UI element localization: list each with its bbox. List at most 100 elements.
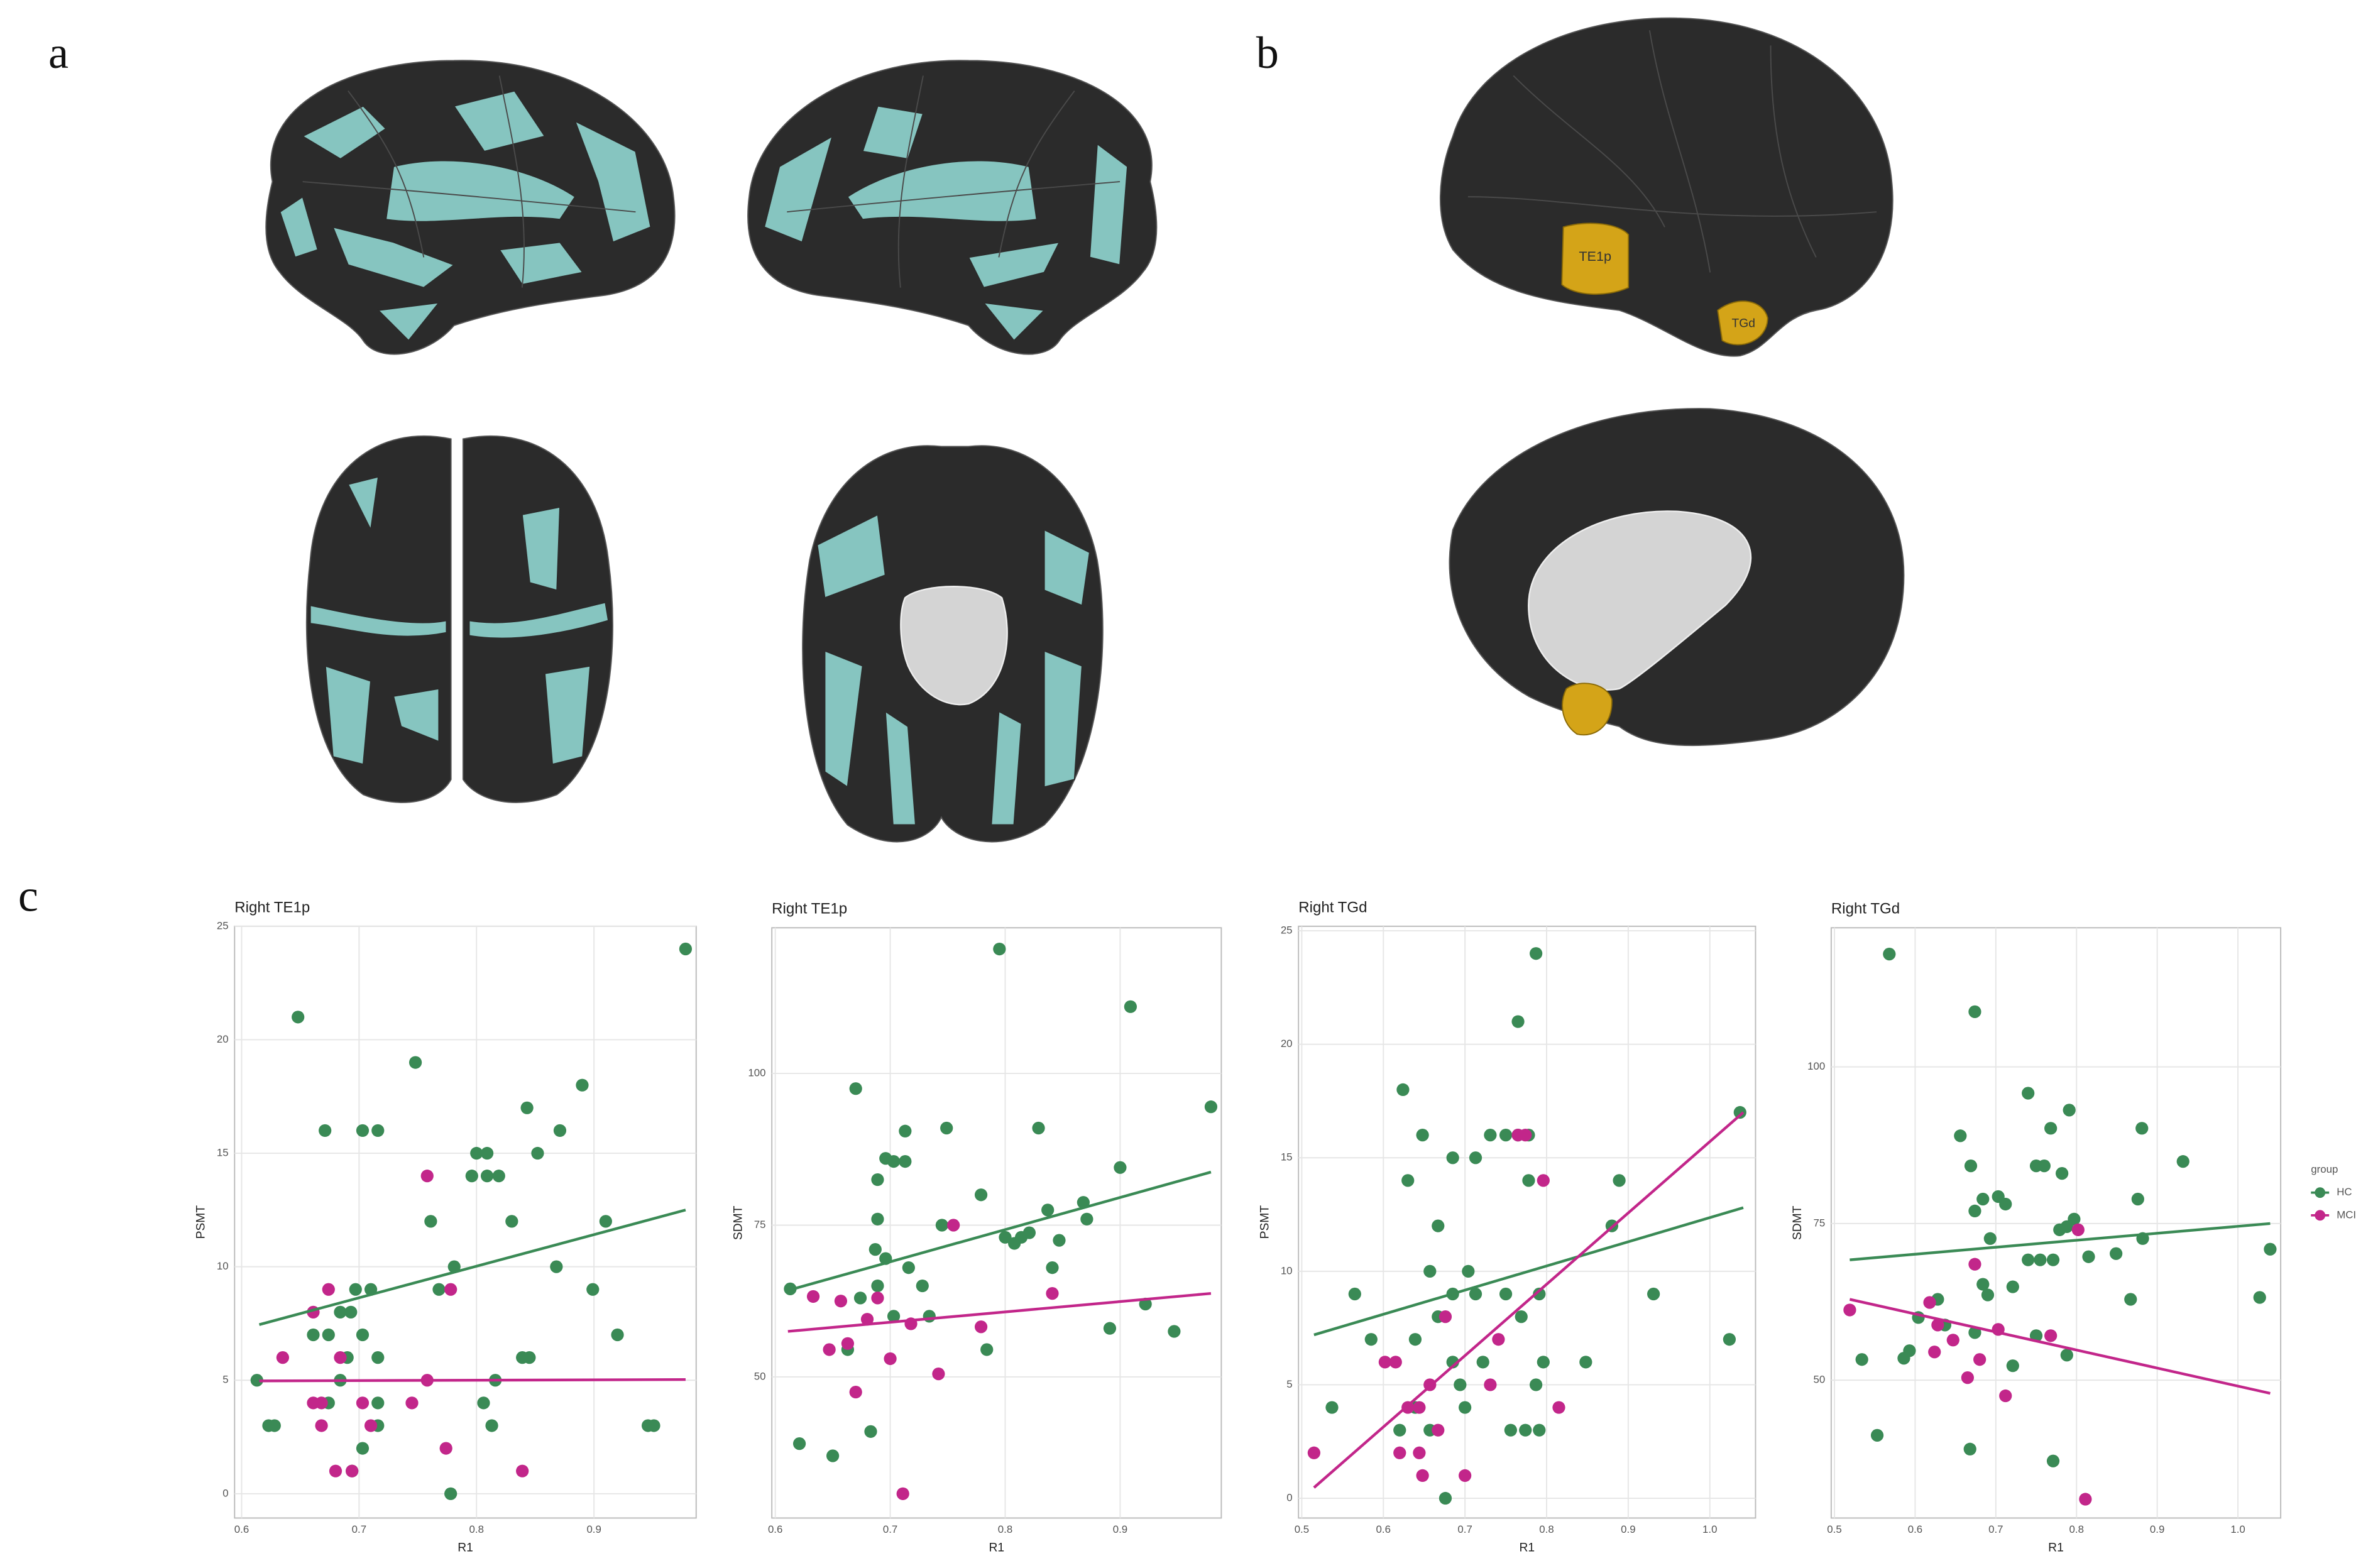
x-tick-label: 0.7 (352, 1523, 366, 1535)
point (1515, 1310, 1528, 1324)
point (322, 1283, 335, 1296)
y-tick-label: 25 (217, 919, 229, 931)
point (2037, 1160, 2051, 1173)
brain-lateral-left (265, 60, 676, 355)
point (1401, 1174, 1415, 1187)
point (1976, 1192, 1990, 1206)
point (356, 1396, 370, 1410)
chart-title: Right TE1p (772, 901, 847, 918)
panel-label: b (1256, 28, 1279, 78)
point (902, 1261, 915, 1275)
point (1168, 1325, 1181, 1338)
point (1114, 1161, 1127, 1174)
point (465, 1170, 478, 1183)
point (980, 1343, 994, 1356)
y-tick-label: 0 (222, 1487, 228, 1499)
point (1928, 1346, 1941, 1359)
point (1883, 948, 1896, 961)
point (1522, 1174, 1535, 1187)
point (550, 1260, 563, 1273)
point (1903, 1344, 1916, 1357)
x-axis-label: R1 (989, 1542, 1004, 1555)
point (2071, 1223, 2085, 1236)
point (477, 1396, 490, 1410)
point (2131, 1192, 2144, 1206)
point (1499, 1129, 1513, 1142)
point (1931, 1319, 1944, 1332)
point (346, 1464, 359, 1478)
point (2264, 1242, 2277, 1256)
point (1519, 1423, 1532, 1437)
x-tick-label: 0.9 (586, 1523, 601, 1535)
x-tick-label: 1.0 (1702, 1523, 1717, 1535)
x-tick-label: 0.6 (234, 1523, 249, 1535)
point (1307, 1446, 1320, 1459)
point (1439, 1491, 1452, 1505)
point (334, 1305, 347, 1319)
point (553, 1124, 567, 1138)
point (849, 1082, 862, 1095)
point (999, 1231, 1012, 1244)
y-tick-label: 5 (1286, 1378, 1292, 1390)
plot-area (234, 925, 697, 1519)
point (1533, 1287, 1546, 1301)
point (480, 1170, 494, 1183)
point (1396, 1083, 1410, 1097)
y-tick-label: 100 (1807, 1060, 1825, 1072)
x-axis-label: R1 (1520, 1542, 1535, 1555)
point (444, 1283, 458, 1296)
point (1378, 1356, 1391, 1369)
trend-line (259, 1378, 686, 1383)
point (869, 1243, 882, 1256)
point (1973, 1353, 1987, 1366)
point (2044, 1329, 2058, 1342)
point (2034, 1253, 2047, 1266)
brain-b-lateral: TE1p TGd (1440, 17, 1893, 357)
point (1408, 1333, 1422, 1346)
point (923, 1310, 936, 1323)
point (896, 1487, 909, 1500)
point (1041, 1203, 1055, 1217)
point (424, 1215, 437, 1228)
charts: 0.6 0.7 0.8 0.9 0 5 10 15 20 25 Right TE1p R1 PSMT 0.… (194, 899, 2356, 1554)
point (319, 1124, 332, 1138)
y-tick-label: 50 (754, 1370, 766, 1382)
point (268, 1419, 281, 1432)
point (899, 1124, 912, 1138)
brain-ventral (802, 445, 1104, 843)
point (531, 1146, 544, 1160)
x-tick-label: 0.8 (1539, 1523, 1554, 1535)
point (2053, 1223, 2066, 1236)
point (1053, 1234, 1066, 1247)
point (1530, 947, 1543, 960)
point (1022, 1226, 1036, 1239)
point (974, 1320, 988, 1334)
point (2079, 1493, 2092, 1506)
point (2056, 1166, 2069, 1180)
x-tick-label: 0.8 (998, 1523, 1012, 1535)
y-axis-label: PSMT (1258, 1205, 1271, 1239)
point (371, 1351, 385, 1364)
point (1416, 1129, 1429, 1142)
trend-line (1849, 1298, 2271, 1395)
point (586, 1283, 600, 1296)
point (887, 1154, 901, 1168)
point (1983, 1232, 1997, 1245)
chart-title: Right TE1p (234, 899, 310, 916)
point (1432, 1219, 1445, 1232)
point (364, 1419, 378, 1432)
point (599, 1215, 612, 1228)
point (1046, 1261, 1059, 1275)
legend-label: HC (2337, 1186, 2352, 1198)
point (2046, 1253, 2060, 1266)
point (1446, 1151, 1459, 1165)
point (1348, 1287, 1361, 1301)
point (1968, 1005, 1981, 1018)
point (1469, 1287, 1482, 1301)
brain-dorsal (305, 436, 613, 803)
point (1499, 1287, 1513, 1301)
x-tick-label: 0.6 (1908, 1523, 1922, 1535)
y-tick-label: 15 (217, 1146, 229, 1158)
